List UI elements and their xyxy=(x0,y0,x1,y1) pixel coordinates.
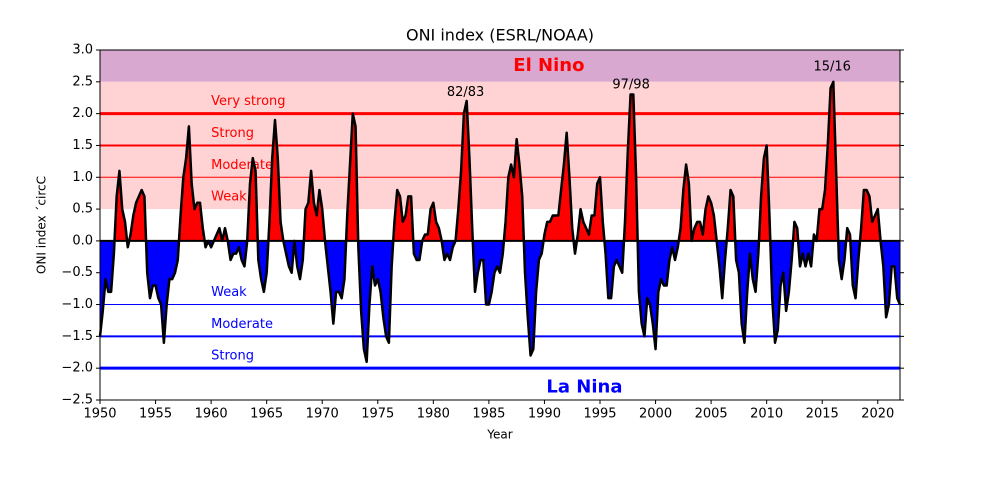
y-tick-label: 2.5 xyxy=(72,74,93,89)
y-tick-label: 3.0 xyxy=(72,43,93,58)
x-tick-label: 1995 xyxy=(583,407,616,422)
x-tick-label: 2020 xyxy=(861,407,894,422)
x-tick-label: 1980 xyxy=(417,407,450,422)
y-tick-label: −1.0 xyxy=(61,297,93,312)
x-tick-label: 1965 xyxy=(250,407,283,422)
y-tick-label: 0.0 xyxy=(72,233,93,248)
chart-title: ONI index (ESRL/NOAA) xyxy=(406,26,594,45)
x-tick-label: 1950 xyxy=(83,407,116,422)
y-tick-label: −1.5 xyxy=(61,329,93,344)
level-label: Moderate xyxy=(211,317,273,332)
y-tick-label: −0.5 xyxy=(61,265,93,280)
level-label: Weak xyxy=(211,190,247,205)
annotation: El Nino xyxy=(513,55,584,76)
level-label: Strong xyxy=(211,349,254,364)
level-label: Very strong xyxy=(211,94,285,109)
x-tick-label: 2010 xyxy=(750,407,783,422)
annotation: 82/83 xyxy=(447,85,484,100)
x-tick-label: 1970 xyxy=(306,407,339,422)
level-label: Strong xyxy=(211,126,254,141)
x-tick-label: 1985 xyxy=(472,407,505,422)
y-tick-label: 2.0 xyxy=(72,106,93,121)
x-tick-label: 1955 xyxy=(139,407,172,422)
oni-line xyxy=(98,80,902,364)
level-label: Moderate xyxy=(211,158,273,173)
x-axis-label: Year xyxy=(486,428,512,442)
y-tick-label: 1.5 xyxy=(72,138,93,153)
plot-frame xyxy=(99,49,901,401)
x-tick-label: 2005 xyxy=(695,407,728,422)
x-tick-label: 2015 xyxy=(806,407,839,422)
x-tick-label: 1990 xyxy=(528,407,561,422)
y-tick-label: −2.0 xyxy=(61,361,93,376)
y-axis-label: ONI index ´circC xyxy=(35,176,49,274)
x-tick-label: 2000 xyxy=(639,407,672,422)
x-tick-label: 1960 xyxy=(195,407,228,422)
annotation: 15/16 xyxy=(813,60,850,75)
y-tick-label: 0.5 xyxy=(72,202,93,217)
annotation: 97/98 xyxy=(612,78,649,93)
y-tick-label: −2.5 xyxy=(61,393,93,408)
x-tick-label: 1975 xyxy=(361,407,394,422)
level-label: Weak xyxy=(211,285,247,300)
band xyxy=(100,50,900,82)
annotation: La Nina xyxy=(546,376,622,397)
y-tick-label: 1.0 xyxy=(72,170,93,185)
